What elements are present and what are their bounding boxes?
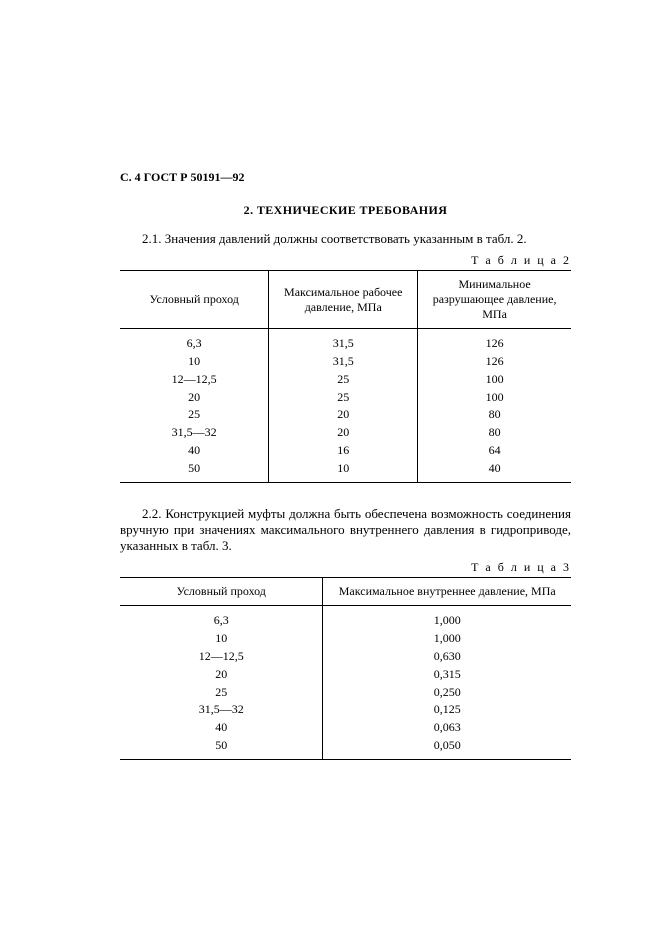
paragraph-2-1: 2.1. Значения давлений должны соответств… (120, 231, 571, 247)
table-3: Условный проход Максимальное внутреннее … (120, 577, 571, 759)
table-3-col-0: Условный проход (120, 578, 323, 606)
table-row: 6,3 31,5 126 (120, 329, 571, 353)
table-cell: 100 (418, 371, 571, 389)
table-row: 31,5—32 0,125 (120, 701, 571, 719)
table-row: 12—12,5 0,630 (120, 648, 571, 666)
table-cell: 80 (418, 424, 571, 442)
table-cell: 25 (120, 406, 269, 424)
table-row: 25 20 80 (120, 406, 571, 424)
table-cell: 20 (120, 666, 323, 684)
table-cell: 6,3 (120, 606, 323, 630)
table-cell: 25 (269, 371, 418, 389)
table-3-caption: Т а б л и ц а 3 (120, 560, 571, 575)
table-cell: 0,063 (323, 719, 571, 737)
table-row: 25 0,250 (120, 684, 571, 702)
table-cell: 0,050 (323, 737, 571, 759)
table-2-col-0: Условный проход (120, 271, 269, 329)
table-row: 10 31,5 126 (120, 353, 571, 371)
table-cell: 10 (120, 353, 269, 371)
table-cell: 0,630 (323, 648, 571, 666)
table-cell: 16 (269, 442, 418, 460)
paragraph-2-2: 2.2. Конструкцией муфты должна быть обес… (120, 506, 571, 555)
table-cell: 40 (120, 719, 323, 737)
table-cell: 31,5 (269, 329, 418, 353)
table-cell: 31,5—32 (120, 701, 323, 719)
table-cell: 31,5—32 (120, 424, 269, 442)
table-2-col-1: Максимальное рабочее давление, МПа (269, 271, 418, 329)
table-2-col-2: Минимальное разрушающее давление, МПа (418, 271, 571, 329)
table-cell: 0,315 (323, 666, 571, 684)
table-cell: 20 (269, 406, 418, 424)
table-cell: 80 (418, 406, 571, 424)
table-row: 31,5—32 20 80 (120, 424, 571, 442)
table-cell: 40 (418, 460, 571, 482)
table-cell: 25 (269, 389, 418, 407)
table-2-caption: Т а б л и ц а 2 (120, 253, 571, 268)
table-cell: 1,000 (323, 630, 571, 648)
table-cell: 126 (418, 353, 571, 371)
table-row: 40 16 64 (120, 442, 571, 460)
table-cell: 100 (418, 389, 571, 407)
page-header: С. 4 ГОСТ Р 50191—92 (120, 170, 571, 185)
table-row: 40 0,063 (120, 719, 571, 737)
table-cell: 10 (120, 630, 323, 648)
table-2: Условный проход Максимальное рабочее дав… (120, 270, 571, 482)
table-cell: 25 (120, 684, 323, 702)
table-cell: 6,3 (120, 329, 269, 353)
table-2-header-row: Условный проход Максимальное рабочее дав… (120, 271, 571, 329)
document-page: С. 4 ГОСТ Р 50191—92 2. ТЕХНИЧЕСКИЕ ТРЕБ… (0, 0, 661, 935)
table-cell: 126 (418, 329, 571, 353)
table-cell: 1,000 (323, 606, 571, 630)
table-cell: 12—12,5 (120, 648, 323, 666)
table-row: 20 25 100 (120, 389, 571, 407)
section-title: 2. ТЕХНИЧЕСКИЕ ТРЕБОВАНИЯ (120, 203, 571, 218)
table-row: 6,3 1,000 (120, 606, 571, 630)
table-cell: 20 (120, 389, 269, 407)
table-cell: 64 (418, 442, 571, 460)
table-cell: 31,5 (269, 353, 418, 371)
table-cell: 12—12,5 (120, 371, 269, 389)
table-cell: 10 (269, 460, 418, 482)
table-cell: 20 (269, 424, 418, 442)
table-row: 10 1,000 (120, 630, 571, 648)
table-cell: 40 (120, 442, 269, 460)
table-row: 20 0,315 (120, 666, 571, 684)
table-3-col-1: Максимальное внутреннее давление, МПа (323, 578, 571, 606)
table-cell: 50 (120, 460, 269, 482)
table-cell: 0,125 (323, 701, 571, 719)
table-3-header-row: Условный проход Максимальное внутреннее … (120, 578, 571, 606)
table-cell: 0,250 (323, 684, 571, 702)
table-row: 50 10 40 (120, 460, 571, 482)
table-row: 50 0,050 (120, 737, 571, 759)
table-cell: 50 (120, 737, 323, 759)
table-row: 12—12,5 25 100 (120, 371, 571, 389)
